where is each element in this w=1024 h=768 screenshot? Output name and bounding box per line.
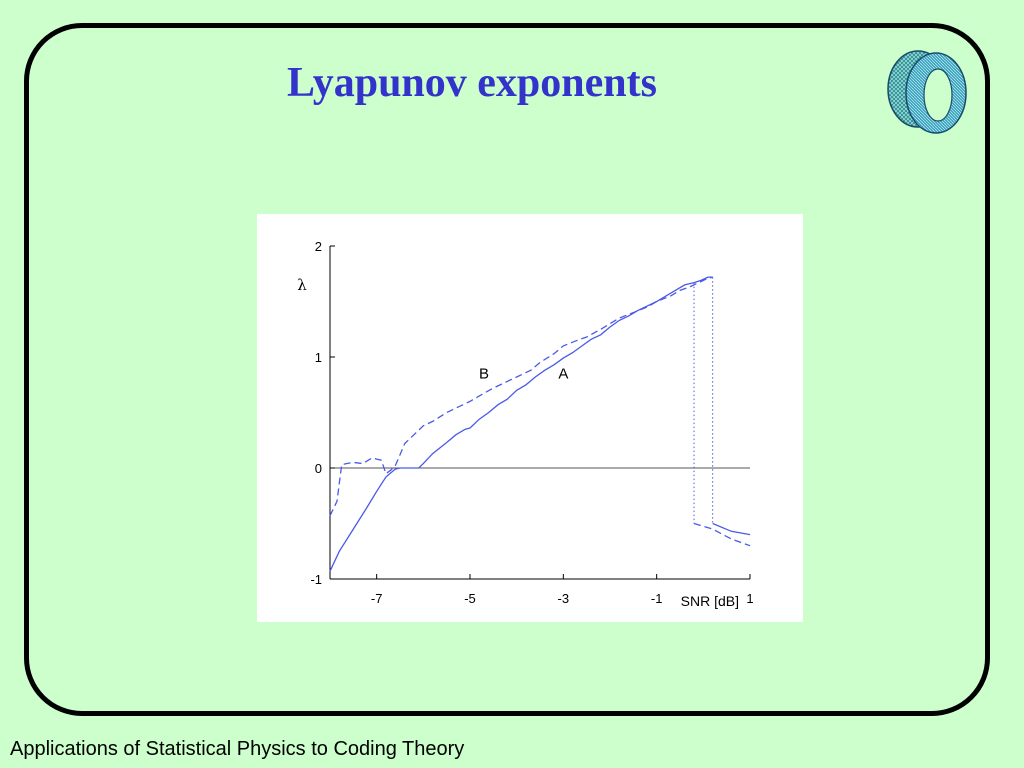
x-tick-label: -3: [558, 591, 570, 606]
lyapunov-chart: λ SNR [dB] -1 0 1 2 -7 -5 -3 -1 1 A B: [297, 239, 753, 609]
series-annotation-a: A: [558, 366, 568, 383]
slide-title: Lyapunov exponents: [287, 60, 657, 106]
y-tick-label: 1: [315, 350, 322, 365]
y-axis-label: λ: [297, 276, 307, 294]
slide-frame: [24, 23, 990, 716]
x-tick-label: -1: [651, 591, 663, 606]
series-line-a: [329, 276, 713, 572]
x-axis-label: SNR [dB]: [681, 593, 739, 609]
series-annotation-b: B: [479, 366, 489, 383]
torus-icon: [887, 50, 967, 134]
drop-tail: [693, 522, 751, 547]
footer-text: Applications of Statistical Physics to C…: [10, 738, 465, 760]
x-tick-label: -5: [464, 591, 476, 606]
x-tick-label: -7: [371, 591, 383, 606]
chart-panel: λ SNR [dB] -1 0 1 2 -7 -5 -3 -1 1 A B: [257, 214, 803, 622]
axes: [329, 245, 751, 580]
x-tick-label: 1: [746, 591, 753, 606]
drop-tail: [712, 522, 751, 536]
y-tick-label: 2: [315, 239, 322, 254]
series-line-b: [329, 276, 713, 516]
chart-text-layer: λ SNR [dB] -1 0 1 2 -7 -5 -3 -1 1 A B: [297, 239, 753, 609]
y-tick-label: 0: [315, 461, 322, 476]
y-tick-label: -1: [310, 572, 322, 587]
series-layer: [329, 276, 751, 572]
